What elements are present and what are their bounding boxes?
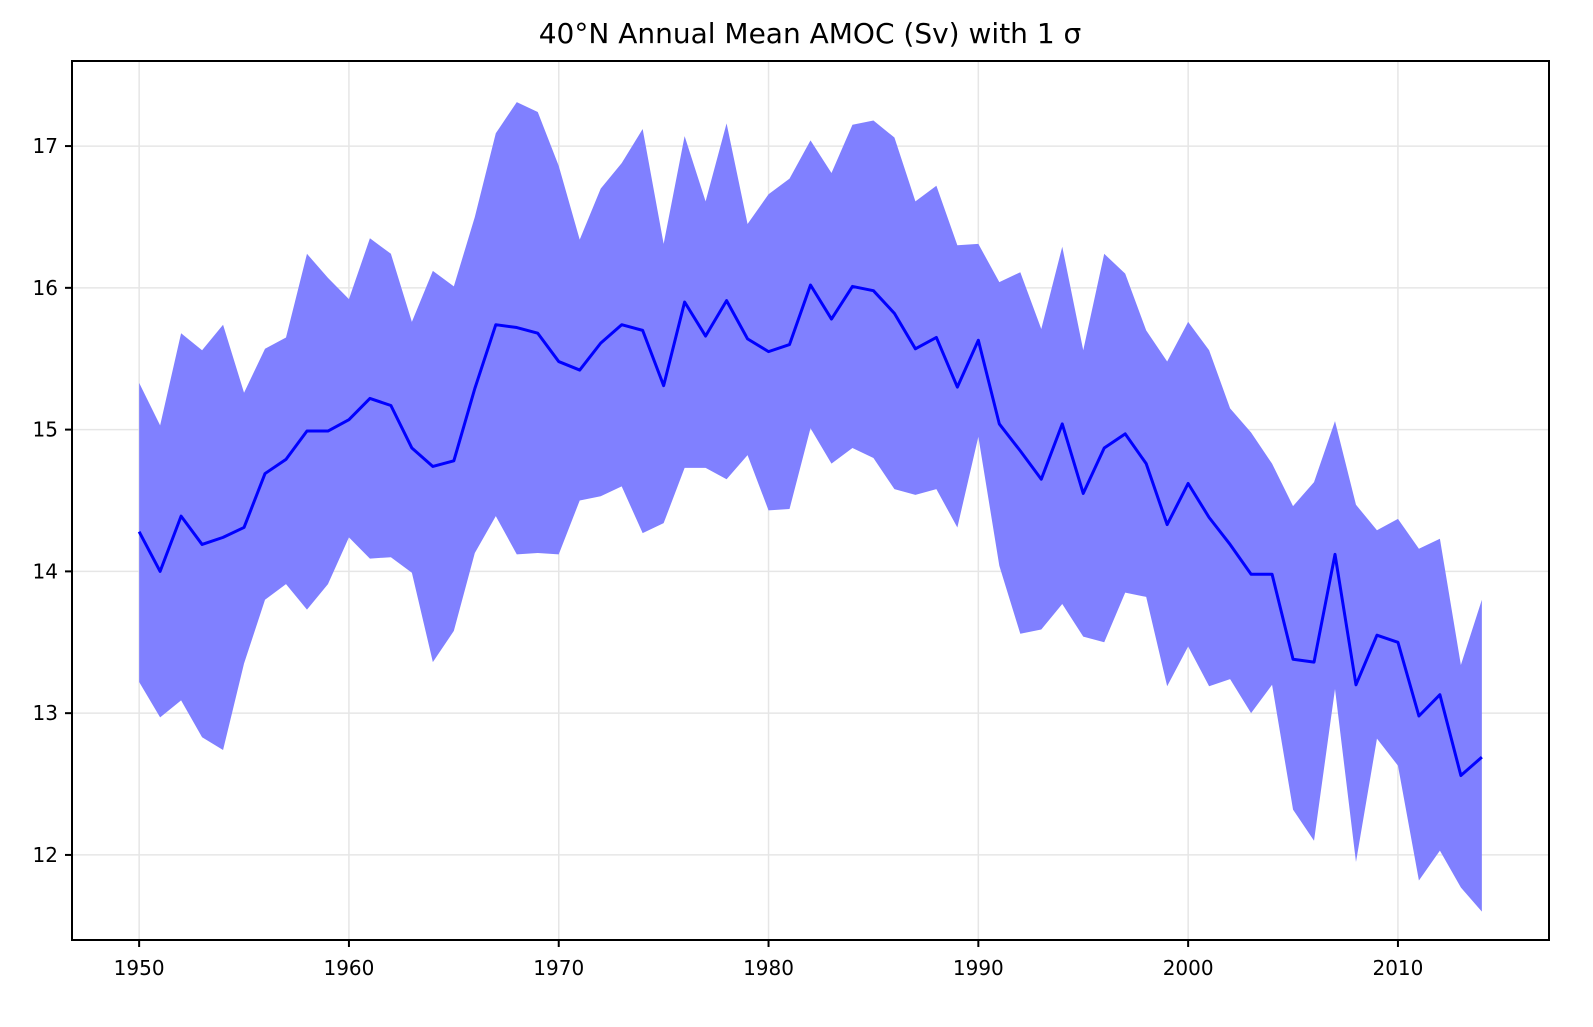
x-tick-label: 2010 [1372,956,1423,980]
series-line [137,283,1483,778]
y-axis: 12 13 14 15 16 17 [33,134,72,867]
x-tick-label: 2000 [1163,956,1214,980]
y-tick-label: 14 [33,559,58,583]
y-tick-label: 17 [33,134,58,158]
x-axis: 1950 1960 1970 1980 1990 2000 2010 [114,940,1423,980]
chart-title: 40°N Annual Mean AMOC (Sv) with 1 σ [539,17,1082,50]
y-tick-label: 13 [33,701,58,725]
plot-frame [71,60,1550,941]
x-tick-label: 1970 [533,956,584,980]
y-tick-label: 15 [33,418,58,442]
x-tick-label: 1960 [323,956,374,980]
y-tick-label: 16 [33,276,58,300]
x-tick-label: 1950 [114,956,165,980]
y-tick-label: 12 [33,843,58,867]
x-tick-label: 1980 [743,956,794,980]
x-tick-label: 1990 [953,956,1004,980]
one-sigma-band [139,102,1482,912]
